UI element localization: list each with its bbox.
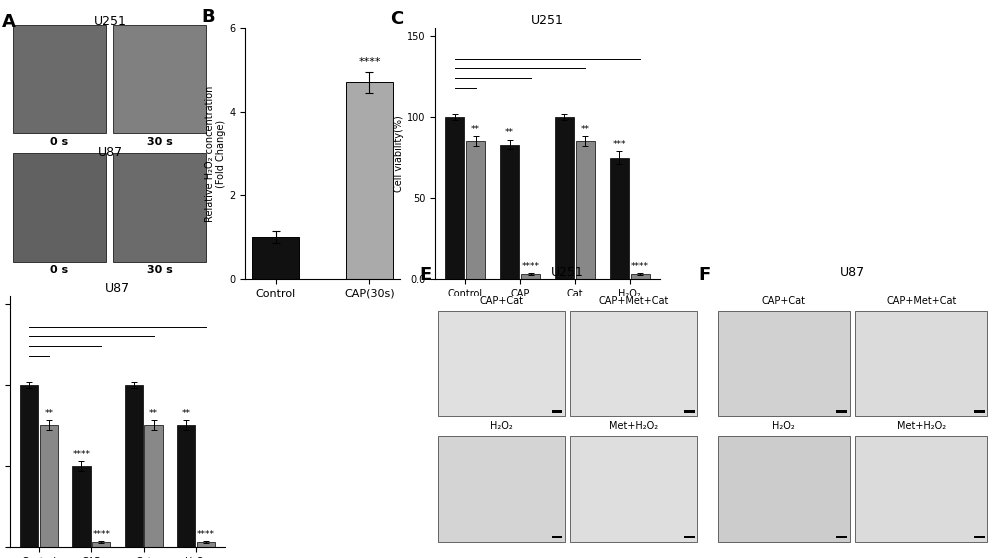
Text: E: E [419, 266, 431, 283]
Bar [552, 536, 562, 538]
Text: ****: **** [197, 530, 215, 538]
Bar [855, 436, 987, 542]
Bar [20, 385, 38, 547]
Y-axis label: Relative H₂O₂ concentration
(Fold Change): Relative H₂O₂ concentration (Fold Change… [205, 85, 226, 222]
Bar [13, 153, 106, 262]
Bar [252, 237, 299, 279]
Bar [144, 425, 163, 547]
Text: 0 s: 0 s [50, 265, 69, 275]
Bar [576, 141, 595, 279]
Text: A: A [2, 13, 16, 31]
Bar [555, 117, 574, 279]
Bar [92, 542, 110, 547]
Text: ****: **** [522, 262, 540, 271]
Text: U87: U87 [97, 146, 123, 159]
Text: B: B [202, 8, 215, 26]
Text: U251: U251 [94, 15, 126, 28]
Text: CAP+Met+Cat: CAP+Met+Cat [886, 296, 956, 306]
Text: **: ** [505, 128, 514, 137]
Bar [197, 542, 215, 547]
Text: ****: **** [92, 530, 110, 538]
Title: U87: U87 [840, 266, 865, 280]
Bar [718, 311, 850, 416]
Text: Met+H₂O₂: Met+H₂O₂ [897, 421, 946, 431]
Bar [610, 157, 629, 279]
Bar [125, 385, 143, 547]
Bar [466, 141, 485, 279]
Text: CAP+Cat: CAP+Cat [479, 296, 523, 306]
Text: **: ** [149, 409, 158, 418]
Bar [974, 411, 984, 412]
Title: U251: U251 [531, 14, 564, 27]
Text: C: C [390, 10, 403, 28]
Bar [72, 466, 91, 547]
Bar [836, 411, 847, 412]
Bar [718, 436, 850, 542]
Text: ***: *** [613, 140, 626, 148]
Bar [177, 425, 195, 547]
Title: U87: U87 [105, 282, 130, 295]
Bar [500, 145, 519, 279]
Text: 30 s: 30 s [147, 265, 172, 275]
Text: H₂O₂: H₂O₂ [772, 421, 795, 431]
Bar [40, 425, 58, 547]
Text: **: ** [581, 125, 590, 134]
Bar [438, 436, 565, 542]
Y-axis label: Cell viability(%): Cell viability(%) [394, 115, 404, 192]
Bar [855, 311, 987, 416]
Bar [570, 311, 697, 416]
Bar [113, 153, 206, 262]
Text: ****: **** [358, 57, 381, 67]
Bar [521, 274, 540, 279]
Text: H₂O₂: H₂O₂ [490, 421, 513, 431]
Text: Met+H₂O₂: Met+H₂O₂ [609, 421, 658, 431]
Text: 0 s: 0 s [50, 137, 69, 147]
Bar [974, 536, 984, 538]
Text: CAP+Met+Cat: CAP+Met+Cat [599, 296, 669, 306]
Bar [113, 25, 206, 133]
Text: ****: **** [631, 262, 649, 271]
Text: ****: **** [72, 450, 90, 459]
Text: **: ** [44, 409, 53, 418]
Text: F: F [698, 266, 711, 283]
Bar [346, 82, 393, 279]
Bar [445, 117, 464, 279]
Text: **: ** [471, 125, 480, 134]
Title: U251: U251 [551, 266, 584, 280]
Bar [684, 411, 695, 412]
Bar [836, 536, 847, 538]
Bar [438, 311, 565, 416]
Bar [13, 25, 106, 133]
Bar [570, 436, 697, 542]
Bar [684, 536, 695, 538]
Text: 30 s: 30 s [147, 137, 172, 147]
Bar [631, 274, 650, 279]
Bar [552, 411, 562, 412]
Text: **: ** [182, 409, 191, 418]
Text: CAP+Cat: CAP+Cat [762, 296, 806, 306]
